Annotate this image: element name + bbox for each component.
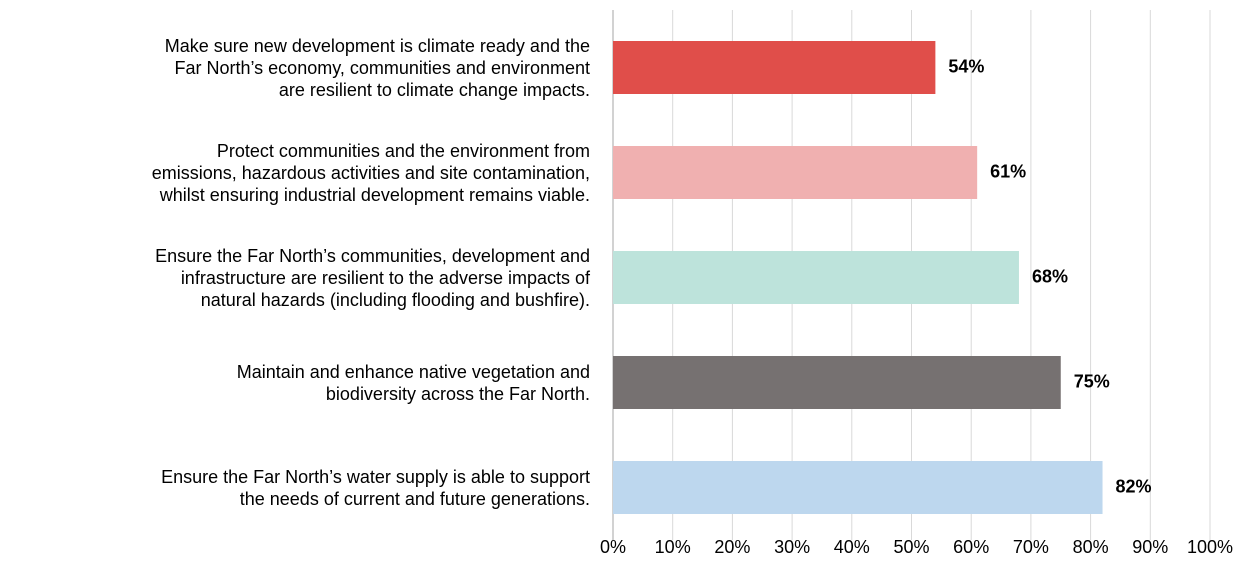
category-label: Ensure the Far North’s communities, deve…: [155, 245, 590, 310]
x-tick-label: 90%: [1132, 537, 1168, 557]
x-tick-label: 100%: [1187, 537, 1233, 557]
data-label: 54%: [948, 56, 984, 76]
bar: [613, 356, 1061, 409]
x-tick-label: 0%: [600, 537, 626, 557]
x-tick-label: 10%: [655, 537, 691, 557]
x-tick-label: 70%: [1013, 537, 1049, 557]
bar: [613, 461, 1103, 514]
category-label: Maintain and enhance native vegetation a…: [236, 361, 590, 404]
data-label: 61%: [990, 161, 1026, 181]
x-tick-label: 80%: [1073, 537, 1109, 557]
data-label: 75%: [1074, 371, 1110, 391]
x-tick-label: 40%: [834, 537, 870, 557]
x-tick-label: 60%: [953, 537, 989, 557]
category-label: Protect communities and the environment …: [151, 140, 590, 205]
bar: [613, 146, 978, 199]
bar: [613, 41, 936, 94]
bar: [613, 251, 1019, 304]
x-tick-label: 30%: [774, 537, 810, 557]
data-label: 68%: [1032, 266, 1068, 286]
category-label: Ensure the Far North’s water supply is a…: [161, 466, 590, 509]
category-label: Make sure new development is climate rea…: [164, 35, 590, 100]
x-tick-label: 50%: [893, 537, 929, 557]
data-label: 82%: [1116, 476, 1152, 496]
x-tick-label: 20%: [714, 537, 750, 557]
